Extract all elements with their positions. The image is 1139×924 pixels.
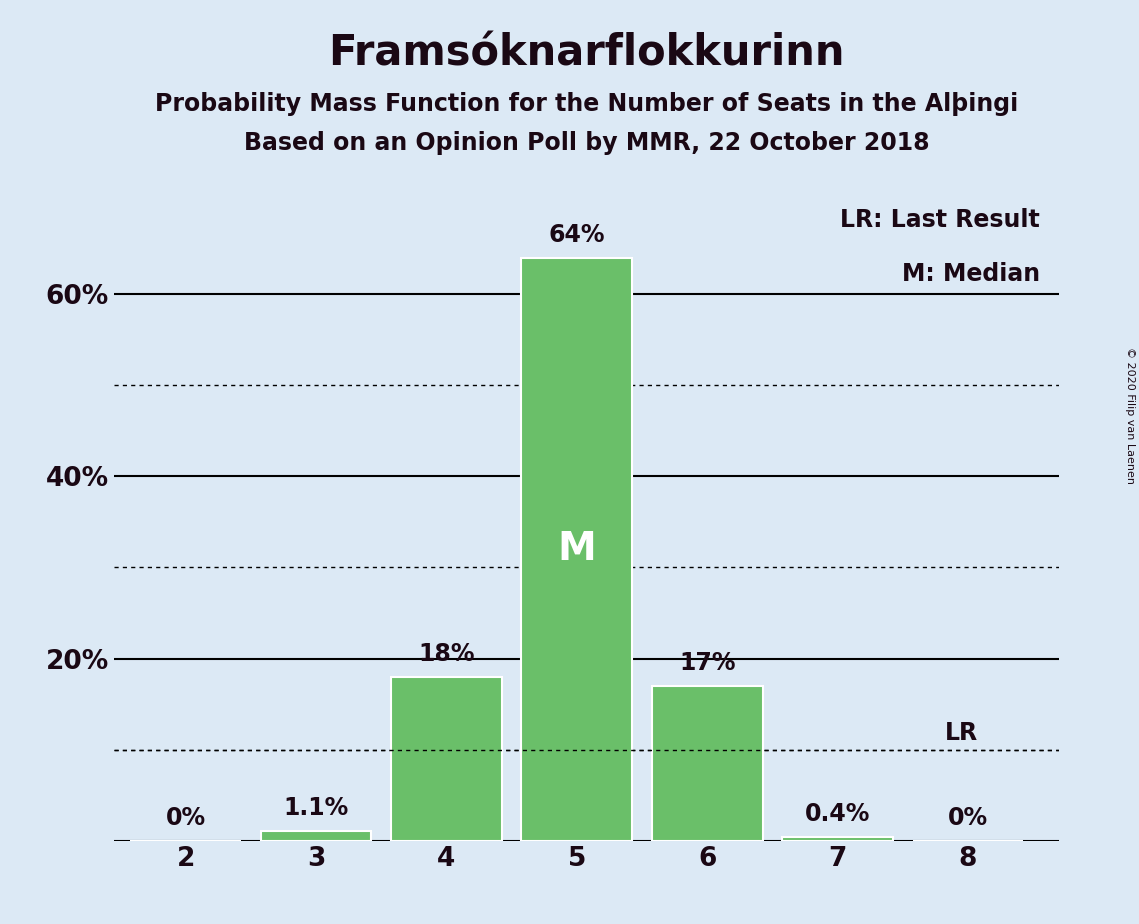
Text: LR: LR xyxy=(945,721,978,745)
Text: Framsóknarflokkurinn: Framsóknarflokkurinn xyxy=(328,32,845,74)
Text: Based on an Opinion Poll by MMR, 22 October 2018: Based on an Opinion Poll by MMR, 22 Octo… xyxy=(244,131,929,155)
Bar xyxy=(391,676,502,841)
Text: LR: Last Result: LR: Last Result xyxy=(839,208,1040,232)
Text: © 2020 Filip van Laenen: © 2020 Filip van Laenen xyxy=(1125,347,1134,484)
Text: 64%: 64% xyxy=(549,223,605,247)
Text: M: Median: M: Median xyxy=(902,262,1040,286)
Text: 0%: 0% xyxy=(165,806,206,830)
Text: Probability Mass Function for the Number of Seats in the Alþingi: Probability Mass Function for the Number… xyxy=(155,92,1018,116)
Text: 18%: 18% xyxy=(418,642,475,666)
Text: 17%: 17% xyxy=(679,651,736,675)
Bar xyxy=(782,837,893,841)
Bar xyxy=(522,258,632,841)
Bar xyxy=(261,831,371,841)
Text: 0%: 0% xyxy=(948,806,988,830)
Text: 0.4%: 0.4% xyxy=(805,802,870,826)
Text: 1.1%: 1.1% xyxy=(284,796,349,820)
Bar xyxy=(652,686,763,841)
Text: M: M xyxy=(557,530,596,568)
